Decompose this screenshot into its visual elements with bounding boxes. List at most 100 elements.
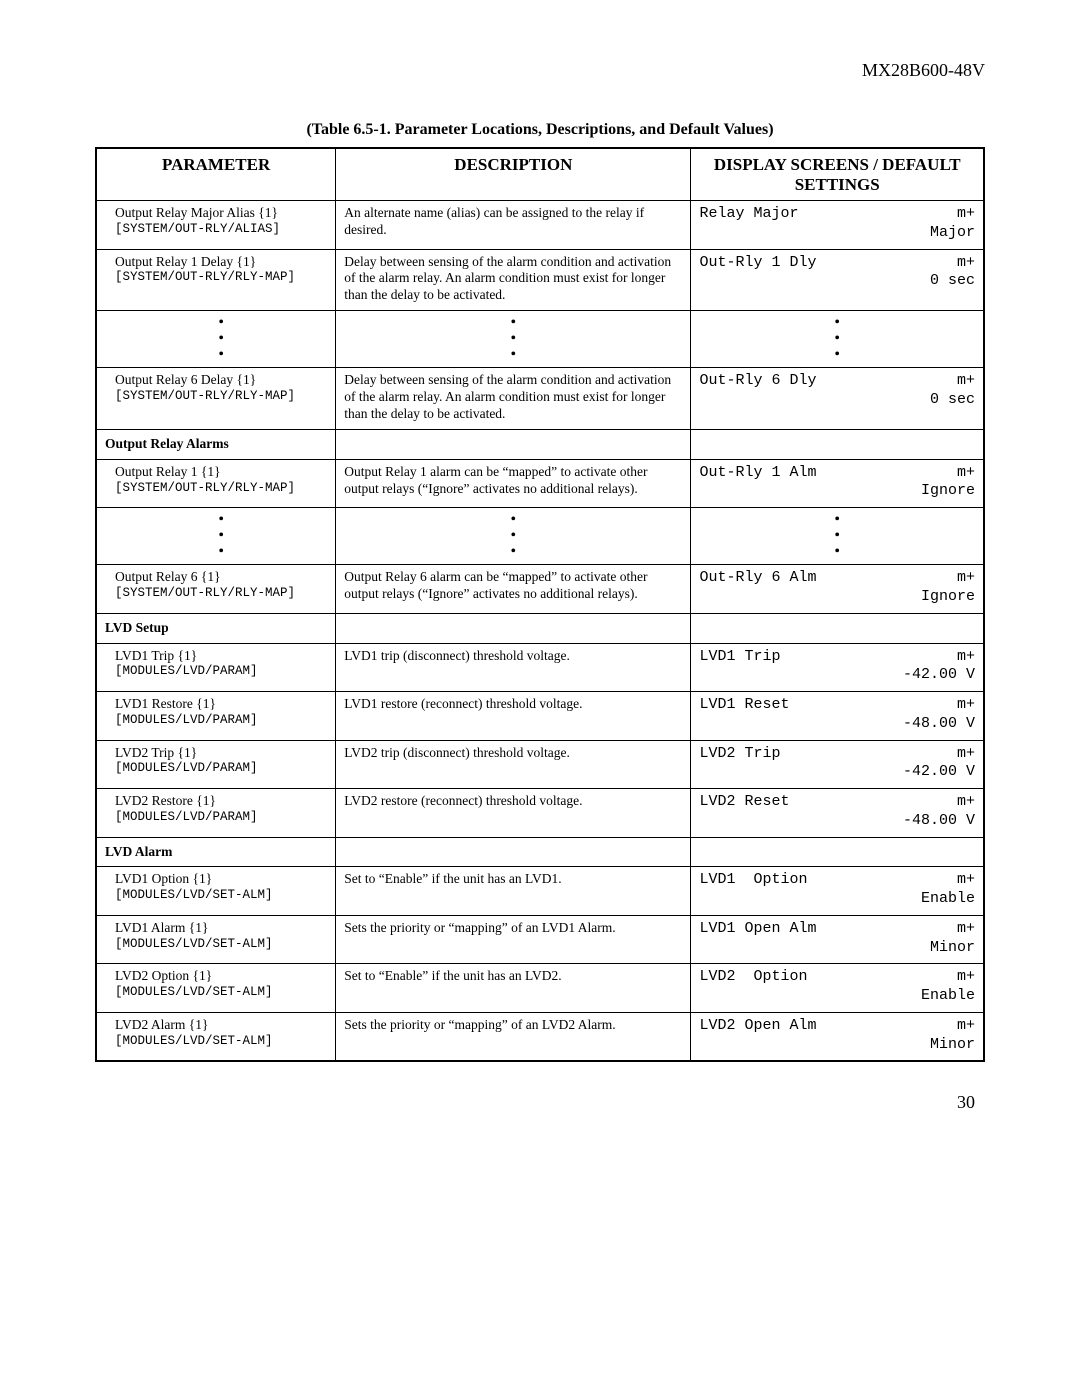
parameter-name: Output Relay 1 {1} bbox=[115, 464, 327, 481]
parameter-path: [SYSTEM/OUT-RLY/RLY-MAP] bbox=[115, 586, 327, 602]
section-label: LVD Alarm bbox=[105, 844, 172, 859]
table-row: LVD2 Restore {1}[MODULES/LVD/PARAM] LVD2 … bbox=[96, 789, 984, 838]
table-row: ••••••••• bbox=[96, 311, 984, 368]
description-cell: LVD2 trip (disconnect) threshold voltage… bbox=[336, 740, 691, 789]
parameter-path: [MODULES/LVD/PARAM] bbox=[115, 810, 327, 826]
table-row: LVD1 Alarm {1}[MODULES/LVD/SET-ALM]Sets … bbox=[96, 915, 984, 964]
ellipsis-cell: ••• bbox=[96, 311, 336, 368]
display-line1-right: m+ bbox=[957, 696, 975, 715]
display-value: Enable bbox=[699, 890, 975, 909]
display-value: Ignore bbox=[699, 482, 975, 501]
parameter-cell: Output Relay 6 Delay {1}[SYSTEM/OUT-RLY/… bbox=[96, 368, 336, 430]
description-cell: Set to “Enable” if the unit has an LVD1. bbox=[336, 867, 691, 916]
parameter-cell: LVD1 Trip {1}[MODULES/LVD/PARAM] bbox=[96, 643, 336, 692]
parameter-cell: Output Relay Major Alias {1}[SYSTEM/OUT-… bbox=[96, 201, 336, 250]
display-line1-right: m+ bbox=[957, 254, 975, 273]
parameter-cell: LVD1 Restore {1}[MODULES/LVD/PARAM] bbox=[96, 692, 336, 741]
parameter-path: [MODULES/LVD/SET-ALM] bbox=[115, 1034, 327, 1050]
description-cell: Set to “Enable” if the unit has an LVD2. bbox=[336, 964, 691, 1013]
description-cell: Sets the priority or “mapping” of an LVD… bbox=[336, 1012, 691, 1061]
display-cell: Out-Rly 6 Almm+Ignore bbox=[691, 565, 984, 614]
table-header-row: PARAMETER DESCRIPTION DISPLAY SCREENS / … bbox=[96, 148, 984, 201]
display-line1-right: m+ bbox=[957, 793, 975, 812]
table-row: LVD1 Option {1}[MODULES/LVD/SET-ALM]Set … bbox=[96, 867, 984, 916]
display-cell: LVD1 Option m+Enable bbox=[691, 867, 984, 916]
parameter-cell: Output Relay 6 {1}[SYSTEM/OUT-RLY/RLY-MA… bbox=[96, 565, 336, 614]
display-value: Ignore bbox=[699, 588, 975, 607]
col-header-parameter: PARAMETER bbox=[96, 148, 336, 201]
display-line1-right: m+ bbox=[957, 569, 975, 588]
display-line1-left: Out-Rly 1 Dly bbox=[699, 254, 816, 273]
display-line1-right: m+ bbox=[957, 871, 975, 890]
display-value: 0 sec bbox=[699, 272, 975, 291]
description-cell: An alternate name (alias) can be assigne… bbox=[336, 201, 691, 250]
display-value: -48.00 V bbox=[699, 715, 975, 734]
parameter-cell: LVD1 Alarm {1}[MODULES/LVD/SET-ALM] bbox=[96, 915, 336, 964]
display-cell: Out-Rly 1 Alm m+Ignore bbox=[691, 459, 984, 508]
display-value: Major bbox=[699, 224, 975, 243]
table-row: LVD1 Trip {1}[MODULES/LVD/PARAM]LVD1 tri… bbox=[96, 643, 984, 692]
section-header-cell: Output Relay Alarms bbox=[96, 429, 336, 459]
parameter-path: [SYSTEM/OUT-RLY/RLY-MAP] bbox=[115, 481, 327, 497]
parameter-path: [MODULES/LVD/PARAM] bbox=[115, 713, 327, 729]
description-cell: LVD2 restore (reconnect) threshold volta… bbox=[336, 789, 691, 838]
display-cell: LVD2 Open Almm+Minor bbox=[691, 1012, 984, 1061]
display-cell: LVD2 Tripm+-42.00 V bbox=[691, 740, 984, 789]
display-cell: Relay Majorm+Major bbox=[691, 201, 984, 250]
description-cell: Output Relay 6 alarm can be “mapped” to … bbox=[336, 565, 691, 614]
display-line1-right: m+ bbox=[957, 1017, 975, 1036]
display-line1-left: LVD2 Option bbox=[699, 968, 807, 987]
description-cell: LVD1 restore (reconnect) threshold volta… bbox=[336, 692, 691, 741]
display-line1-left: LVD1 Reset bbox=[699, 696, 789, 715]
parameter-path: [MODULES/LVD/SET-ALM] bbox=[115, 937, 327, 953]
table-row: LVD2 Alarm {1}[MODULES/LVD/SET-ALM]Sets … bbox=[96, 1012, 984, 1061]
display-line1-right: m+ bbox=[957, 464, 975, 483]
parameter-cell: LVD1 Option {1}[MODULES/LVD/SET-ALM] bbox=[96, 867, 336, 916]
ellipsis-cell: ••• bbox=[691, 508, 984, 565]
parameter-name: Output Relay 1 Delay {1} bbox=[115, 254, 327, 271]
parameter-cell: LVD2 Alarm {1}[MODULES/LVD/SET-ALM] bbox=[96, 1012, 336, 1061]
table-row: Output Relay 1 Delay {1}[SYSTEM/OUT-RLY/… bbox=[96, 249, 984, 311]
display-value: Minor bbox=[699, 1036, 975, 1055]
page-number: 30 bbox=[95, 1092, 985, 1113]
display-line1-left: LVD1 Option bbox=[699, 871, 807, 890]
parameter-path: [MODULES/LVD/PARAM] bbox=[115, 664, 327, 680]
parameter-name: Output Relay Major Alias {1} bbox=[115, 205, 327, 222]
table-caption: (Table 6.5-1. Parameter Locations, Descr… bbox=[95, 121, 985, 139]
display-line1-right: m+ bbox=[957, 968, 975, 987]
display-value: -42.00 V bbox=[699, 666, 975, 685]
section-label: LVD Setup bbox=[105, 620, 169, 635]
display-cell: LVD1 Reset m+-48.00 V bbox=[691, 692, 984, 741]
display-cell: Out-Rly 6 Dlym+0 sec bbox=[691, 368, 984, 430]
table-row: LVD1 Restore {1}[MODULES/LVD/PARAM]LVD1 … bbox=[96, 692, 984, 741]
display-line1-left: Out-Rly 6 Dly bbox=[699, 372, 816, 391]
empty-cell bbox=[691, 429, 984, 459]
parameter-name: Output Relay 6 Delay {1} bbox=[115, 372, 327, 389]
table-row: LVD Setup bbox=[96, 613, 984, 643]
table-row: Output Relay Major Alias {1}[SYSTEM/OUT-… bbox=[96, 201, 984, 250]
parameter-name: LVD1 Option {1} bbox=[115, 871, 327, 888]
description-cell: LVD1 trip (disconnect) threshold voltage… bbox=[336, 643, 691, 692]
table-row: Output Relay 6 {1}[SYSTEM/OUT-RLY/RLY-MA… bbox=[96, 565, 984, 614]
display-line1-left: Out-Rly 1 Alm bbox=[699, 464, 816, 483]
empty-cell bbox=[336, 837, 691, 867]
document-id-header: MX28B600-48V bbox=[95, 60, 985, 81]
table-row: LVD2 Trip {1}[MODULES/LVD/PARAM]LVD2 tri… bbox=[96, 740, 984, 789]
col-header-display: DISPLAY SCREENS / DEFAULT SETTINGS bbox=[691, 148, 984, 201]
ellipsis-cell: ••• bbox=[336, 508, 691, 565]
display-line1-left: LVD1 Trip bbox=[699, 648, 780, 667]
table-row: Output Relay Alarms bbox=[96, 429, 984, 459]
display-value: -42.00 V bbox=[699, 763, 975, 782]
parameter-cell: Output Relay 1 {1}[SYSTEM/OUT-RLY/RLY-MA… bbox=[96, 459, 336, 508]
parameter-path: [SYSTEM/OUT-RLY/RLY-MAP] bbox=[115, 389, 327, 405]
display-cell: LVD2 Resetm+-48.00 V bbox=[691, 789, 984, 838]
col-header-description: DESCRIPTION bbox=[336, 148, 691, 201]
table-row: LVD2 Option {1}[MODULES/LVD/SET-ALM]Set … bbox=[96, 964, 984, 1013]
display-cell: LVD2 Optionm+Enable bbox=[691, 964, 984, 1013]
table-row: LVD Alarm bbox=[96, 837, 984, 867]
display-line1-right: m+ bbox=[957, 648, 975, 667]
parameter-name: LVD2 Restore {1} bbox=[115, 793, 327, 810]
description-cell: Sets the priority or “mapping” of an LVD… bbox=[336, 915, 691, 964]
display-cell: LVD1 Open Almm+Minor bbox=[691, 915, 984, 964]
table-row: Output Relay 1 {1}[SYSTEM/OUT-RLY/RLY-MA… bbox=[96, 459, 984, 508]
